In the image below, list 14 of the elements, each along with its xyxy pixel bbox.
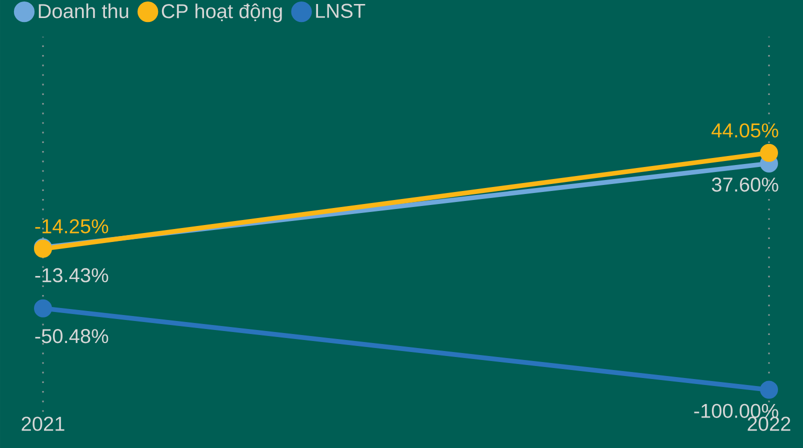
- data-label: -50.48%: [35, 329, 108, 344]
- data-label: 44.05%: [712, 123, 778, 138]
- point: [34, 299, 52, 318]
- data-label: -13.43%: [35, 268, 108, 282]
- legend-label: LNST: [316, 4, 366, 18]
- x-tick-label: 2022: [748, 416, 790, 431]
- data-label: -14.25%: [35, 219, 108, 234]
- point: [760, 144, 778, 162]
- data-label: -100.00%: [694, 404, 778, 418]
- legend-label: CP hoạt động: [162, 4, 282, 22]
- data-label: 37.60%: [712, 178, 778, 192]
- point: [760, 380, 778, 399]
- legend-label: Doanh thu: [38, 4, 128, 18]
- x-tick-label: 2021: [22, 416, 64, 431]
